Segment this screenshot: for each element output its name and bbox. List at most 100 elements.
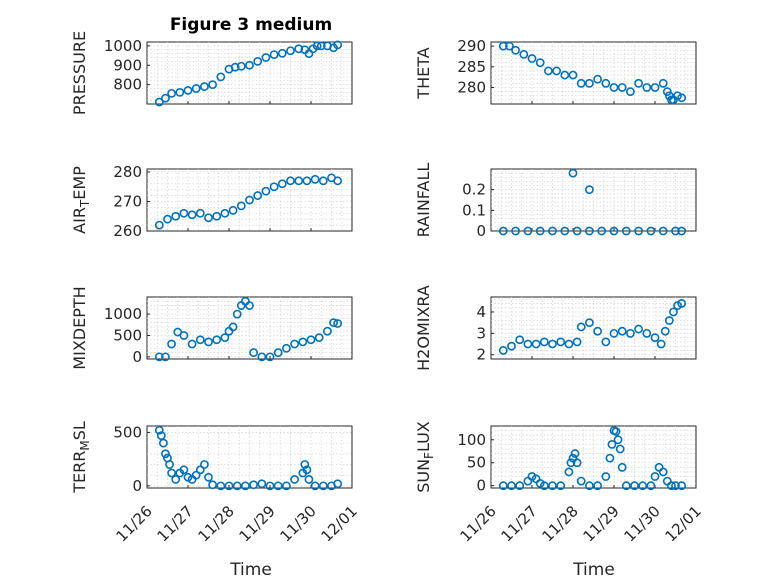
y-tick-label: 0.2 (462, 181, 486, 199)
axes-frame (146, 425, 353, 489)
data-point (601, 472, 611, 481)
data-point (163, 214, 172, 224)
y-tick-label: 800 (113, 76, 142, 94)
y-tick-label: 1000 (104, 305, 142, 323)
y-tick-label: 4 (476, 303, 486, 321)
data-point (154, 220, 164, 230)
data-point (570, 449, 580, 458)
data-point (290, 475, 299, 484)
x-tick-label: 11/27 (498, 502, 541, 545)
data-point (650, 83, 660, 92)
series (154, 173, 343, 230)
data-point (658, 467, 668, 477)
data-point (638, 481, 648, 491)
data-point (171, 211, 181, 221)
data-point (572, 458, 582, 468)
data-point (224, 481, 234, 491)
data-point (306, 335, 316, 345)
x-axis-label-right: Time (572, 560, 615, 580)
data-point (304, 475, 314, 484)
data-point (556, 337, 566, 347)
x-tick-label: 11/29 (236, 502, 279, 545)
data-point (294, 176, 304, 186)
data-point (634, 324, 643, 334)
data-point (191, 470, 201, 480)
data-point (333, 176, 343, 186)
data-point (621, 226, 631, 236)
data-point (507, 341, 516, 351)
y-axis-label: RAINFALL (414, 163, 433, 238)
data-point (249, 348, 258, 357)
grid (491, 426, 696, 488)
data-point (671, 226, 680, 236)
grid (491, 297, 696, 359)
y-axis-label: TERRMSL (70, 421, 92, 494)
data-point (208, 480, 217, 490)
y-tick-label: 1000 (104, 37, 142, 55)
data-point (269, 50, 279, 59)
data-point (664, 316, 674, 325)
data-point (179, 465, 189, 475)
data-point (511, 226, 520, 236)
data-point (519, 50, 529, 59)
data-point (621, 481, 631, 491)
data-point (527, 54, 537, 63)
data-point (195, 465, 205, 475)
data-point (161, 449, 170, 459)
series (154, 425, 343, 491)
data-point (617, 83, 627, 92)
panel-air-temp: 260 270 280 AIRTEMP (70, 163, 353, 240)
data-point (228, 322, 238, 332)
y-tick-label: 0.1 (462, 201, 486, 219)
series (154, 40, 343, 107)
y-tick-label: 0 (476, 477, 486, 495)
axes-frame (490, 168, 697, 232)
data-point (273, 481, 283, 491)
x-tick-label: 12/01 (662, 502, 705, 545)
data-point (310, 174, 320, 184)
data-point (585, 185, 594, 195)
data-point (576, 322, 586, 332)
data-point (531, 339, 541, 349)
data-point (498, 481, 508, 491)
series (498, 299, 687, 355)
x-tick-label: 11/28 (195, 502, 238, 545)
data-point (208, 80, 217, 90)
y-tick-label: 500 (113, 423, 142, 441)
data-point (265, 352, 275, 362)
data-point (187, 210, 197, 220)
data-point (626, 87, 635, 96)
data-point (298, 337, 308, 347)
data-point (535, 58, 545, 68)
data-point (552, 66, 561, 76)
panel-mixdepth: 0 500 1000 MIXDEPTH (70, 286, 353, 370)
x-tick-label: 11/29 (580, 502, 623, 545)
data-point (167, 88, 176, 98)
series (498, 41, 687, 105)
data-point (593, 326, 602, 336)
y-tick-label: 2 (476, 346, 486, 364)
data-point (523, 226, 533, 236)
data-point (601, 78, 611, 88)
data-point (576, 476, 586, 486)
data-point (249, 480, 258, 490)
data-point (179, 208, 189, 218)
data-point (646, 481, 656, 491)
data-point (310, 481, 320, 491)
data-point (322, 326, 332, 336)
data-point (179, 331, 189, 340)
y-tick-label: 0 (132, 348, 142, 366)
x-tick-label: 11/26 (457, 502, 500, 545)
data-point (257, 479, 267, 489)
data-point (642, 328, 652, 338)
data-point (183, 86, 193, 95)
data-point (609, 226, 619, 236)
data-point (646, 226, 656, 236)
data-point (204, 472, 213, 482)
data-point (568, 70, 578, 80)
data-point (167, 468, 176, 478)
axes-frame (146, 168, 353, 232)
data-point (611, 427, 621, 436)
data-point (626, 328, 635, 338)
